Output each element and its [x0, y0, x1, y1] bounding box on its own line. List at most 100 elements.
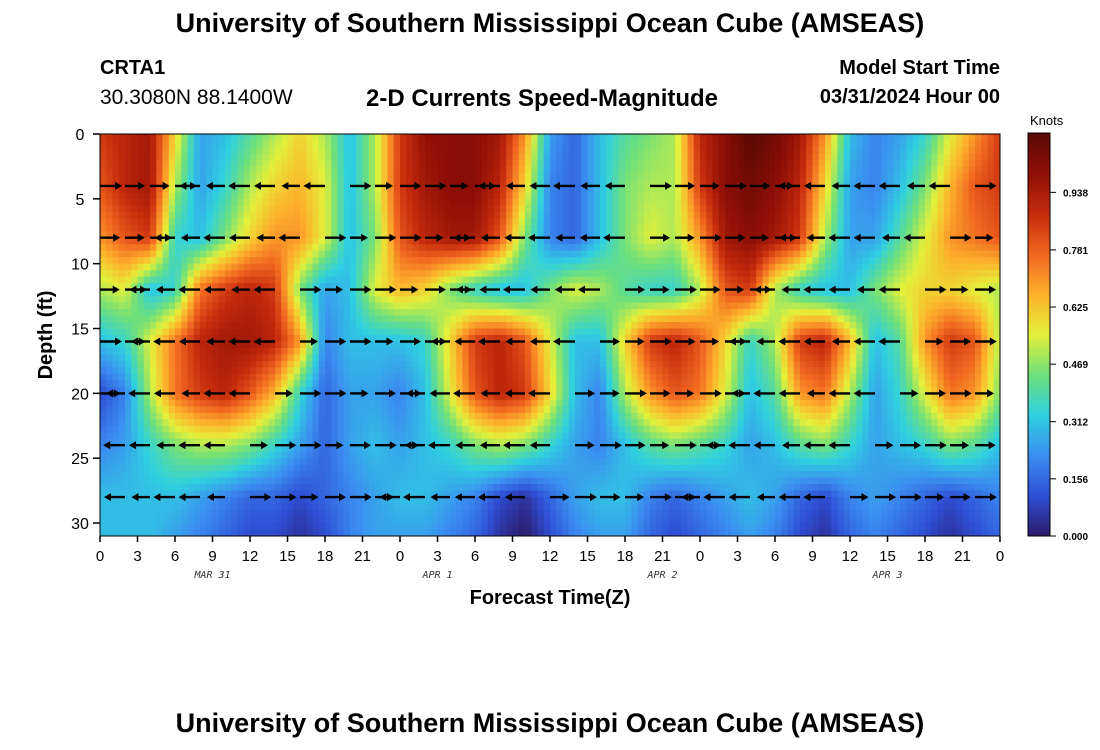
heatmap-cell: [275, 360, 282, 369]
heatmap-cell: [337, 218, 345, 226]
heatmap-cell: [475, 399, 482, 407]
heatmap-cell: [225, 257, 232, 265]
heatmap-cell: [193, 276, 201, 284]
heatmap-cell: [531, 315, 539, 323]
heatmap-cell: [462, 179, 470, 187]
heatmap-cell: [256, 134, 264, 142]
heatmap-cell: [281, 146, 289, 155]
heatmap-cell: [293, 419, 301, 427]
heatmap-cell: [350, 393, 357, 401]
heatmap-cell: [150, 523, 157, 531]
heatmap-cell: [418, 179, 426, 187]
heatmap-cell: [300, 484, 307, 492]
heatmap-cell: [218, 412, 226, 420]
heatmap-cell: [262, 367, 270, 375]
heatmap-cell: [118, 250, 126, 258]
heatmap-cell: [356, 309, 364, 317]
heatmap-cell: [125, 276, 132, 284]
heatmap-cell: [493, 516, 501, 524]
heatmap-cell: [568, 153, 576, 161]
heatmap-cell: [468, 166, 476, 174]
heatmap-cell: [518, 529, 526, 536]
heatmap-cell: [393, 159, 401, 168]
heatmap-cell: [462, 140, 470, 148]
heatmap-cell: [143, 471, 151, 479]
heatmap-cell: [425, 451, 432, 459]
heatmap-cell: [256, 380, 264, 388]
heatmap-cell: [281, 458, 289, 466]
heatmap-cell: [418, 347, 426, 356]
heatmap-cell: [231, 211, 239, 219]
heatmap-cell: [312, 510, 320, 518]
heatmap-cell: [518, 231, 526, 239]
heatmap-cell: [350, 432, 357, 440]
heatmap-cell: [168, 458, 176, 466]
heatmap-cell: [131, 198, 139, 206]
heatmap-cell: [281, 244, 289, 252]
heatmap-cell: [531, 477, 539, 485]
heatmap-cell: [287, 179, 295, 187]
heatmap-cell: [212, 231, 220, 239]
heatmap-cell: [275, 218, 282, 226]
heatmap-cell: [312, 185, 320, 193]
heatmap-cell: [431, 432, 439, 440]
heatmap-cell: [431, 257, 439, 265]
heatmap-cell: [593, 211, 601, 219]
heatmap-cell: [418, 419, 426, 427]
heatmap-cell: [312, 484, 320, 492]
heatmap-cell: [443, 211, 451, 219]
heatmap-cell: [350, 198, 357, 206]
heatmap-cell: [100, 425, 107, 433]
heatmap-cell: [200, 523, 207, 531]
heatmap-cell: [243, 477, 251, 485]
heatmap-cell: [350, 328, 357, 336]
heatmap-cell: [375, 412, 382, 420]
heatmap-cell: [550, 347, 557, 356]
heatmap-cell: [243, 179, 251, 187]
heatmap-cell: [300, 159, 307, 168]
heatmap-cell: [575, 198, 582, 206]
heatmap-cell: [512, 477, 520, 485]
heatmap-cell: [343, 399, 351, 407]
heatmap-cell: [418, 477, 426, 485]
heatmap-cell: [337, 237, 345, 245]
heatmap-cell: [168, 419, 176, 427]
heatmap-cell: [325, 179, 332, 187]
heatmap-cell: [300, 386, 307, 394]
heatmap-cell: [287, 464, 295, 472]
heatmap-cell: [187, 211, 195, 219]
heatmap-cell: [456, 309, 464, 317]
heatmap-cell: [343, 503, 351, 511]
heatmap-cell: [493, 198, 501, 206]
heatmap-cell: [156, 510, 164, 518]
heatmap-cell: [331, 438, 339, 446]
heatmap-cell: [400, 159, 407, 168]
heatmap-cell: [137, 335, 145, 343]
heatmap-cell: [200, 315, 207, 323]
heatmap-cell: [475, 283, 482, 291]
heatmap-cell: [425, 257, 432, 265]
heatmap-cell: [181, 198, 189, 206]
heatmap-cell: [306, 140, 314, 148]
heatmap-cell: [256, 341, 264, 349]
heatmap-cell: [525, 289, 532, 297]
heatmap-cell: [175, 172, 182, 180]
heatmap-cell: [181, 347, 189, 356]
heatmap-cell: [456, 263, 464, 271]
heatmap-cell: [112, 270, 120, 278]
heatmap-cell: [468, 373, 476, 381]
heatmap-cell: [268, 386, 276, 394]
heatmap-cell: [131, 477, 139, 485]
heatmap-cell: [306, 283, 314, 291]
heatmap-cell: [493, 257, 501, 265]
heatmap-cell: [375, 451, 382, 459]
heatmap-cell: [112, 185, 120, 193]
heatmap-cell: [375, 302, 382, 310]
heatmap-cell: [262, 153, 270, 161]
heatmap-cell: [387, 399, 395, 407]
heatmap-cell: [568, 296, 576, 304]
heatmap-cell: [125, 484, 132, 492]
heatmap-cell: [400, 263, 407, 271]
heatmap-cell: [437, 393, 445, 401]
heatmap-cell: [100, 393, 107, 401]
